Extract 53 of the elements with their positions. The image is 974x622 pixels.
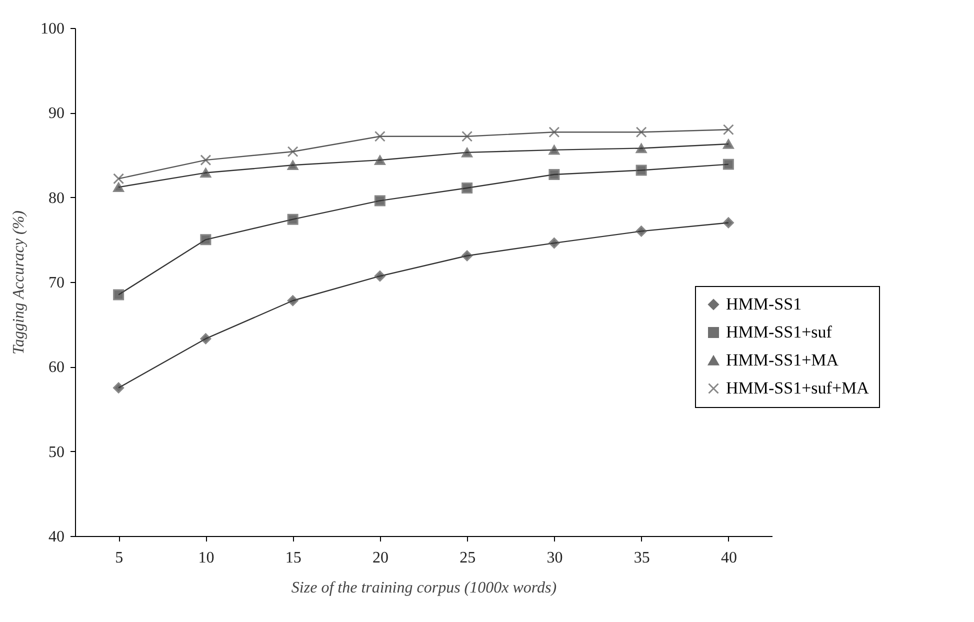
x-axis-title: Size of the training corpus (1000x words) [291,580,557,596]
point [548,168,560,180]
point [636,226,647,237]
legend-label: HMM-SS1 [726,294,802,314]
point [722,217,734,228]
point [722,124,734,136]
point [374,270,386,282]
point [636,126,647,138]
y-tick-label: 40 [48,528,64,546]
y-tick-label: 60 [48,359,64,376]
point [287,295,298,306]
point [462,250,473,262]
x-tick-label: 10 [198,550,214,566]
point [374,195,386,206]
point [636,164,647,176]
point [462,130,473,142]
point [113,382,124,394]
point [636,143,647,154]
x-tick-label: 15 [285,550,302,566]
point [200,333,212,344]
point [374,155,386,165]
x-tick-label: 5 [115,550,124,566]
y-tick-label: 100 [40,20,64,38]
x-tick-label: 25 [460,550,476,566]
y-tick-label: 70 [48,274,64,292]
legend-label: HMM-SS1+suf [726,322,832,342]
point [113,182,124,192]
point [287,160,298,170]
point [548,238,560,249]
point [287,146,298,158]
x-tick-label: 30 [546,550,563,566]
point [200,154,212,166]
point [113,289,124,300]
point [462,148,473,158]
y-tick-label: 90 [48,105,64,122]
x-tick-label: 40 [720,550,737,566]
y-tick-label: 80 [48,190,64,207]
point [462,182,473,194]
x-tick-label: 20 [372,550,388,566]
point [722,158,734,170]
point [200,234,212,246]
legend-label: HMM-SS1+MA [726,350,840,370]
point [374,130,386,142]
point [722,139,734,149]
point [200,168,212,178]
point [287,214,298,225]
x-tick-label: 35 [634,550,650,566]
point [113,173,124,184]
legend-label: HMM-SS1+suf+MA [726,378,870,398]
point [548,126,560,138]
y-axis-title: Tagging Accuracy (%) [10,210,28,354]
y-tick-label: 50 [48,444,64,461]
point [548,145,560,155]
